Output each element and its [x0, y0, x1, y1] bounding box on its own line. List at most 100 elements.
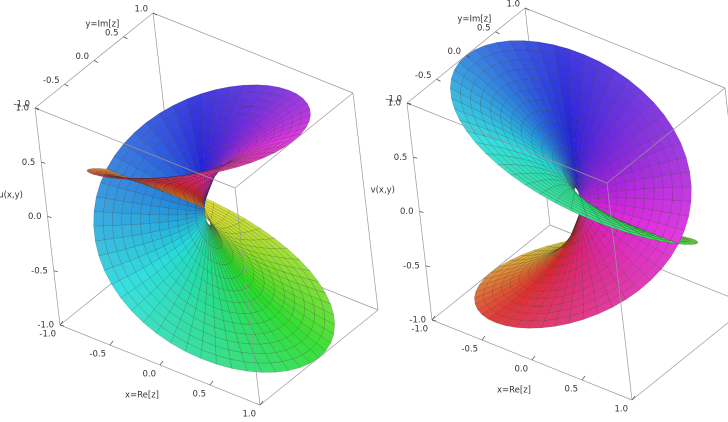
y-tick-label: 0.5: [105, 28, 119, 38]
surface-patch: [93, 196, 106, 213]
surface-plot: -1.0-0.50.00.51.0-1.0-0.50.00.51.0-1.0-0…: [0, 5, 379, 420]
y-tick-label: -0.5: [43, 76, 60, 86]
y-tick-label: -1.0: [385, 95, 402, 105]
box-edge: [524, 7, 726, 89]
surface-patch: [140, 204, 151, 215]
surface-patch: [661, 174, 673, 188]
x-tick: [581, 375, 586, 381]
surface-patch: [652, 199, 664, 212]
box-edge: [352, 92, 379, 311]
x-tick-label: 0.5: [564, 385, 578, 395]
x-tick: [481, 335, 486, 341]
y-tick: [406, 102, 412, 106]
z-tick-label: -0.5: [403, 261, 420, 271]
surface-patch: [625, 198, 636, 208]
x-tick: [159, 360, 164, 366]
surface-patch: [112, 225, 124, 239]
surface-patch: [652, 175, 664, 189]
box-edge: [631, 322, 728, 401]
surface-patch: [102, 225, 114, 240]
surface-patch: [635, 188, 645, 199]
surface-patch: [93, 225, 105, 242]
z-tick-label: 0.5: [394, 153, 408, 163]
surface-patch: [672, 186, 683, 202]
z-tick-label: 1.0: [15, 104, 29, 114]
surface-patch: [111, 280, 129, 299]
y-tick: [436, 78, 441, 82]
z-tick-label: 0.0: [28, 212, 42, 222]
surface-patch: [661, 199, 673, 214]
x-tick-label: -0.5: [89, 350, 106, 360]
z-axis-label: v(x,y): [371, 185, 395, 195]
x-tick-label: 1.0: [242, 410, 256, 420]
box-edge: [606, 87, 726, 184]
x-tick-label: -0.5: [461, 345, 478, 355]
surface-patch: [93, 211, 104, 227]
box-edge: [34, 107, 236, 189]
x-tick: [209, 380, 214, 386]
z-tick-label: -1.0: [409, 316, 426, 326]
surface-patch: [140, 214, 150, 225]
surface-patch: [177, 209, 187, 216]
surface-patch: [126, 178, 144, 180]
y-tick: [465, 55, 471, 58]
z-tick: [47, 216, 52, 218]
x-tick-label: -1.0: [39, 330, 56, 340]
surface-patch: [671, 173, 683, 188]
y-axis-label: y=Im[z]: [457, 15, 491, 25]
surface-patch: [634, 198, 645, 209]
y-tick: [524, 7, 530, 11]
surface-patch: [681, 186, 692, 202]
surface-patch: [149, 205, 160, 215]
y-tick: [495, 31, 500, 35]
z-tick-label: 0.0: [400, 207, 414, 217]
surface-patch: [158, 206, 169, 216]
box-edge: [234, 92, 354, 189]
z-tick: [425, 265, 430, 268]
surface-patch: [140, 223, 151, 235]
x-tick: [259, 400, 264, 406]
y-tick-label: 1.0: [506, 0, 520, 10]
z-tick: [59, 324, 65, 327]
z-tick-label: 0.5: [22, 158, 36, 168]
surface-patch: [121, 224, 133, 238]
x-axis-label: x=Re[z]: [125, 391, 159, 401]
surface-patch: [653, 187, 664, 200]
x-axis-label: x=Re[z]: [497, 386, 531, 396]
x-tick-label: 0.5: [192, 390, 206, 400]
z-tick: [413, 156, 418, 159]
y-tick: [152, 12, 158, 16]
surface-patch: [625, 189, 636, 199]
y-tick-label: -1.0: [13, 100, 30, 110]
x-tick: [531, 355, 536, 361]
x-tick-label: 0.0: [142, 370, 156, 380]
x-tick: [109, 340, 114, 346]
y-tick-label: 0.0: [447, 47, 461, 57]
box-edge: [152, 12, 354, 94]
y-tick-label: 0.5: [477, 23, 491, 33]
x-tick-label: 0.0: [514, 365, 528, 375]
surface-patch: [130, 202, 142, 215]
z-tick: [53, 270, 58, 273]
surface-patch: [102, 211, 113, 227]
x-tick: [59, 320, 64, 326]
surface-patch: [112, 212, 122, 226]
y-tick: [123, 36, 128, 40]
y-tick: [64, 83, 69, 87]
surface-patch: [516, 320, 534, 329]
y-tick-label: 1.0: [134, 5, 148, 15]
surface-patch: [589, 198, 599, 203]
z-tick: [41, 161, 46, 164]
surface-patch: [121, 201, 133, 214]
x-tick: [431, 315, 436, 321]
surface-patch: [616, 190, 627, 199]
box-edge: [234, 187, 261, 406]
z-tick-label: -0.5: [31, 266, 48, 276]
box-edge: [606, 182, 633, 401]
surface-plot: -1.0-0.50.00.51.0-1.0-0.50.00.51.0-1.0-0…: [371, 0, 728, 415]
surface-patch: [149, 214, 160, 224]
surface-patch: [616, 197, 627, 207]
x-tick-label: -1.0: [411, 325, 428, 335]
surface-patch: [643, 198, 655, 211]
x-tick: [631, 395, 636, 401]
